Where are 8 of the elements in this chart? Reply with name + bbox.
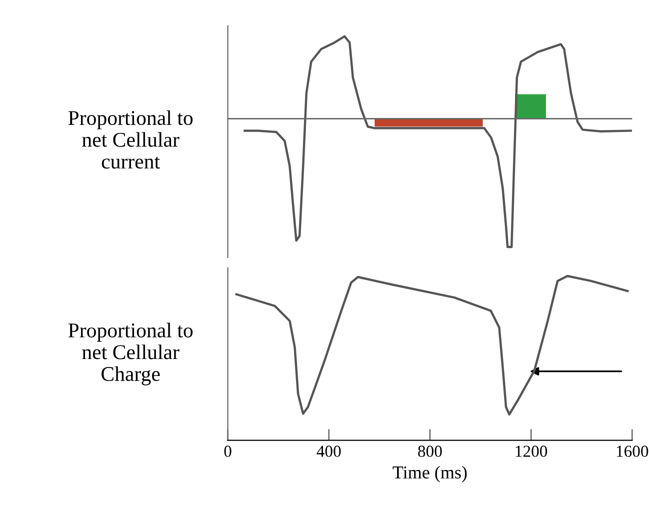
x-tick-label: 1200: [516, 446, 548, 457]
y-axis-title: Proportional to net Cellular current: [68, 110, 193, 169]
x-tick-label: 800: [418, 446, 442, 457]
y-axis-title: Proportional to net Cellular Charge: [68, 322, 193, 386]
x-tick-label: 400: [316, 446, 341, 457]
x-tick-label: 1600: [616, 446, 648, 457]
x-axis-title: Time (ms): [392, 466, 467, 482]
x-tick-label: 0: [224, 446, 232, 457]
